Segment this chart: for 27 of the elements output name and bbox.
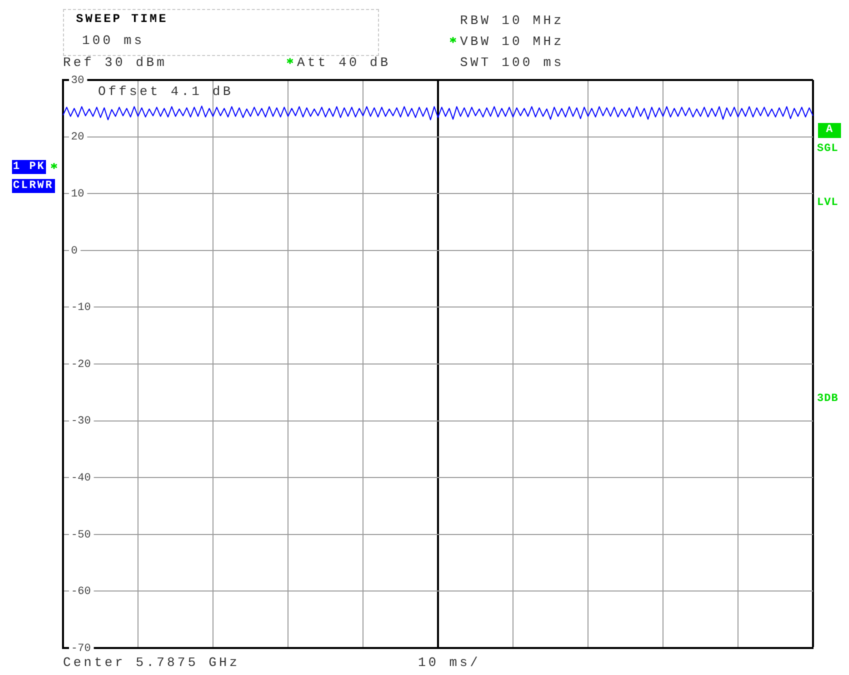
- text: 3DB: [817, 392, 838, 407]
- text: Att 40 dB: [297, 55, 391, 70]
- y-tick-label: 20: [71, 132, 84, 144]
- text: SWEEP TIME: [76, 12, 168, 27]
- text: LVL: [817, 196, 838, 211]
- y-tick-label: -70: [71, 642, 91, 655]
- text: Center 5.7875 GHz: [63, 655, 240, 670]
- text: A: [818, 123, 841, 138]
- text: 100 ms: [82, 33, 144, 48]
- y-tick-label: -50: [71, 529, 91, 542]
- text: 1 PK: [12, 160, 46, 174]
- y-tick-label: -60: [71, 586, 91, 598]
- y-tick-label: -30: [71, 416, 91, 428]
- text: VBW 10 MHz: [460, 34, 564, 49]
- y-tick-label: 0: [71, 245, 78, 258]
- y-tick-label: -10: [71, 302, 91, 314]
- annotation: Offset 4.1 dB: [98, 84, 234, 99]
- text: CLRWR: [12, 179, 55, 193]
- y-tick-label: 10: [71, 188, 84, 201]
- text: Ref 30 dBm: [63, 55, 168, 70]
- text: RBW 10 MHz: [460, 13, 564, 28]
- text: SWT 100 ms: [460, 55, 564, 70]
- y-tick-label: -40: [71, 472, 91, 485]
- y-tick-label: -20: [71, 358, 91, 371]
- text: SGL: [817, 142, 838, 157]
- text: 10 ms/: [418, 655, 480, 670]
- y-tick-label: 30: [71, 74, 84, 87]
